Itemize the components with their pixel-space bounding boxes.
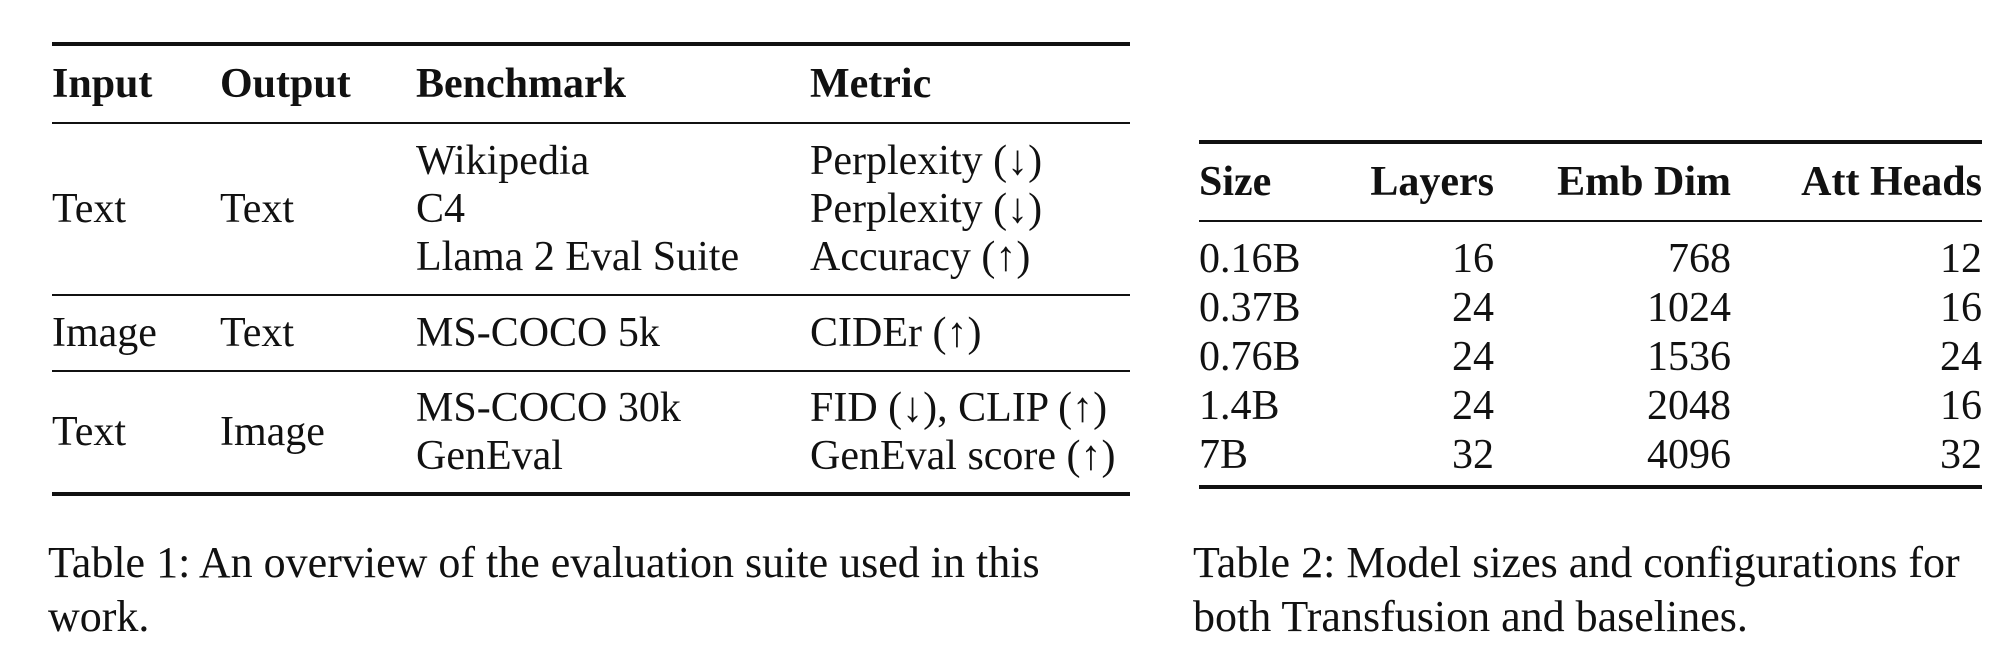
table-header-row: Input Output Benchmark Metric xyxy=(52,46,1130,122)
table-row: 1.4B 24 2048 16 xyxy=(1199,381,1982,430)
cell-size: 0.76B xyxy=(1199,333,1319,381)
cell-layers: 24 xyxy=(1319,284,1494,332)
cell-metrics: FID (↓), CLIP (↑) GenEval score (↑) xyxy=(810,384,1130,480)
benchmark-name: Wikipedia xyxy=(416,137,810,185)
cell-size: 0.16B xyxy=(1199,235,1319,283)
cell-layers: 24 xyxy=(1319,382,1494,430)
table-row: 0.76B 24 1536 24 xyxy=(1199,332,1982,381)
table-row: 0.16B 16 768 12 xyxy=(1199,234,1982,283)
metric-name: Accuracy (↑) xyxy=(810,233,1130,281)
header-emb-dim: Emb Dim xyxy=(1494,158,1731,206)
metric-name: Perplexity (↓) xyxy=(810,185,1130,233)
table-header-row: Size Layers Emb Dim Att Heads xyxy=(1199,144,1982,220)
header-benchmark: Benchmark xyxy=(416,60,810,108)
benchmark-name: MS-COCO 5k xyxy=(416,309,810,357)
cell-emb-dim: 4096 xyxy=(1494,431,1731,479)
cell-benchmarks: MS-COCO 30k GenEval xyxy=(416,384,810,480)
cell-input: Image xyxy=(52,309,220,357)
cell-emb-dim: 1024 xyxy=(1494,284,1731,332)
header-output: Output xyxy=(220,60,416,108)
cell-benchmarks: Wikipedia C4 Llama 2 Eval Suite xyxy=(416,137,810,281)
header-input: Input xyxy=(52,60,220,108)
benchmark-name: C4 xyxy=(416,185,810,233)
cell-layers: 32 xyxy=(1319,431,1494,479)
cell-att-heads: 32 xyxy=(1731,431,1982,479)
table1-caption: Table 1: An overview of the evaluation s… xyxy=(48,536,1138,644)
cell-metrics: CIDEr (↑) xyxy=(810,309,1130,357)
table-row: 0.37B 24 1024 16 xyxy=(1199,283,1982,332)
table-row-group: Text Image MS-COCO 30k GenEval FID (↓), … xyxy=(52,372,1130,492)
cell-size: 0.37B xyxy=(1199,284,1319,332)
header-metric: Metric xyxy=(810,60,1130,108)
cell-emb-dim: 2048 xyxy=(1494,382,1731,430)
benchmark-name: GenEval xyxy=(416,432,810,480)
table-row-group: Image Text MS-COCO 5k CIDEr (↑) xyxy=(52,296,1130,370)
cell-input: Text xyxy=(52,408,220,456)
cell-metrics: Perplexity (↓) Perplexity (↓) Accuracy (… xyxy=(810,137,1130,281)
header-att-heads: Att Heads xyxy=(1731,158,1982,206)
cell-output: Image xyxy=(220,408,416,456)
metric-name: CIDEr (↑) xyxy=(810,309,1130,357)
header-layers: Layers xyxy=(1319,158,1494,206)
table-row-group: Text Text Wikipedia C4 Llama 2 Eval Suit… xyxy=(52,124,1130,294)
bottom-rule xyxy=(1199,485,1982,489)
cell-emb-dim: 768 xyxy=(1494,235,1731,283)
cell-output: Text xyxy=(220,185,416,233)
benchmark-name: Llama 2 Eval Suite xyxy=(416,233,810,281)
cell-att-heads: 24 xyxy=(1731,333,1982,381)
bottom-rule xyxy=(52,492,1130,496)
cell-size: 1.4B xyxy=(1199,382,1319,430)
metric-name: FID (↓), CLIP (↑) xyxy=(810,384,1130,432)
header-size: Size xyxy=(1199,158,1319,206)
benchmark-name: MS-COCO 30k xyxy=(416,384,810,432)
evaluation-suite-table: Input Output Benchmark Metric Text Text … xyxy=(52,42,1130,496)
cell-input: Text xyxy=(52,185,220,233)
cell-att-heads: 12 xyxy=(1731,235,1982,283)
table-body: 0.16B 16 768 12 0.37B 24 1024 16 0.76B 2… xyxy=(1199,222,1982,485)
cell-att-heads: 16 xyxy=(1731,284,1982,332)
cell-emb-dim: 1536 xyxy=(1494,333,1731,381)
cell-size: 7B xyxy=(1199,431,1319,479)
cell-benchmarks: MS-COCO 5k xyxy=(416,309,810,357)
metric-name: GenEval score (↑) xyxy=(810,432,1130,480)
table2-caption: Table 2: Model sizes and configurations … xyxy=(1193,536,1983,644)
cell-output: Text xyxy=(220,309,416,357)
cell-layers: 24 xyxy=(1319,333,1494,381)
cell-layers: 16 xyxy=(1319,235,1494,283)
table-row: 7B 32 4096 32 xyxy=(1199,430,1982,479)
model-sizes-table: Size Layers Emb Dim Att Heads 0.16B 16 7… xyxy=(1199,140,1982,489)
cell-att-heads: 16 xyxy=(1731,382,1982,430)
metric-name: Perplexity (↓) xyxy=(810,137,1130,185)
